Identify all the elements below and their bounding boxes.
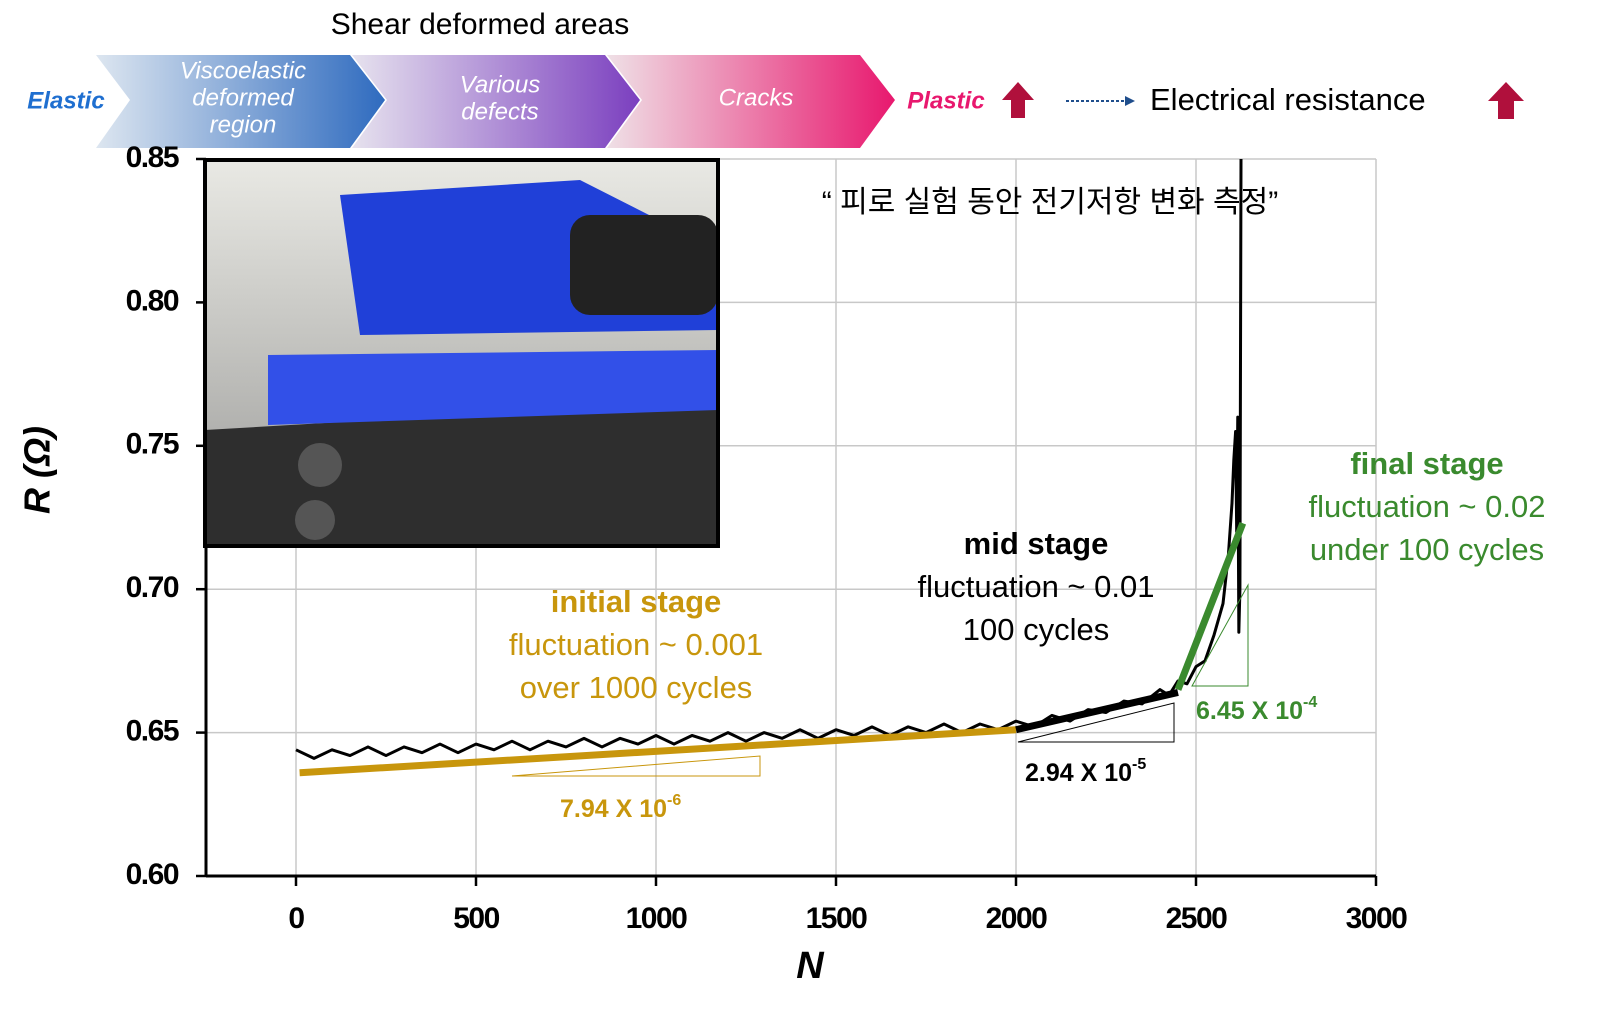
caption: “ 피로 실험 동안 전기저항 변화 측정” — [822, 186, 1278, 219]
x-tick-label: 3000 — [1346, 902, 1408, 935]
up-arrow — [1488, 82, 1524, 119]
annotation: fluctuation ~ 0.02 — [1309, 489, 1546, 524]
dotted-arrow-head — [1125, 96, 1135, 106]
series-line — [1015, 689, 1179, 734]
stage-label: Various — [460, 71, 540, 98]
annotation: under 100 cycles — [1310, 532, 1544, 567]
annotation: over 1000 cycles — [520, 670, 753, 705]
slope-triangle — [511, 755, 761, 777]
y-axis-label: R (Ω) — [17, 426, 58, 514]
annotation: fluctuation ~ 0.001 — [509, 627, 763, 662]
stage-label: region — [210, 111, 277, 138]
stage-label: Elastic — [27, 87, 104, 114]
stage-label: deformed — [192, 84, 294, 111]
annotation: fluctuation ~ 0.01 — [918, 569, 1155, 604]
y-tick-label: 0.75 — [126, 428, 179, 461]
x-tick-label: 1000 — [626, 902, 688, 935]
x-tick-label: 2500 — [1166, 902, 1228, 935]
slope-exp: -5 — [1132, 756, 1146, 773]
slope-exp: -6 — [667, 792, 681, 809]
stage-label: Plastic — [907, 87, 984, 114]
series-line — [295, 158, 1243, 760]
photo-frame — [203, 158, 720, 548]
photo-block — [268, 350, 718, 425]
slope-base: 6.45 X 10 — [1196, 697, 1303, 725]
inset-photo — [203, 158, 720, 548]
x-tick-label: 500 — [453, 902, 499, 935]
stage-label: Viscoelastic — [180, 57, 306, 84]
slope-base: 2.94 X 10 — [1025, 759, 1132, 787]
photo-foot — [298, 443, 342, 487]
x-tick-label: 1500 — [806, 902, 868, 935]
slope-label: 2.94 X 10-5 — [1025, 756, 1146, 786]
x-tick-label: 2000 — [986, 902, 1048, 935]
stage-label: defects — [461, 98, 538, 125]
slope-label: 6.45 X 10-4 — [1196, 694, 1317, 724]
x-axis-label: N — [796, 945, 825, 987]
slope-triangle — [1191, 583, 1249, 687]
slope-label: 7.94 X 10-6 — [560, 792, 681, 822]
slope-exp: -4 — [1303, 694, 1317, 711]
photo-clamp — [570, 215, 718, 315]
photo-foot — [295, 500, 335, 540]
x-tick-label: 0 — [288, 902, 304, 935]
y-tick-label: 0.65 — [126, 715, 179, 748]
series-line — [1174, 521, 1247, 691]
slope-base: 7.94 X 10 — [560, 795, 667, 823]
up-arrow — [1002, 82, 1034, 118]
stage-label: Cracks — [719, 84, 794, 111]
slope-triangle — [1017, 702, 1175, 743]
y-tick-label: 0.60 — [126, 858, 179, 891]
series-line — [299, 726, 1017, 777]
y-tick-label: 0.70 — [126, 571, 179, 604]
banner-title: Shear deformed areas — [331, 8, 630, 41]
annotation: mid stage — [964, 526, 1109, 561]
photo-table — [205, 400, 718, 546]
y-tick-label: 0.80 — [126, 284, 179, 317]
annotations: initial stage fluctuation ~ 0.001 over 1… — [509, 446, 1546, 822]
annotation: final stage — [1350, 446, 1503, 481]
annotation: 100 cycles — [963, 612, 1109, 647]
annotation: initial stage — [551, 584, 722, 619]
stage-arrow — [96, 55, 385, 148]
stage-arrow — [607, 55, 895, 148]
result-label: Electrical resistance — [1150, 82, 1426, 117]
stage-arrow — [352, 55, 640, 148]
y-tick-label: 0.85 — [126, 141, 179, 174]
banner: Shear deformed areas Elastic Viscoelasti… — [27, 8, 1524, 148]
